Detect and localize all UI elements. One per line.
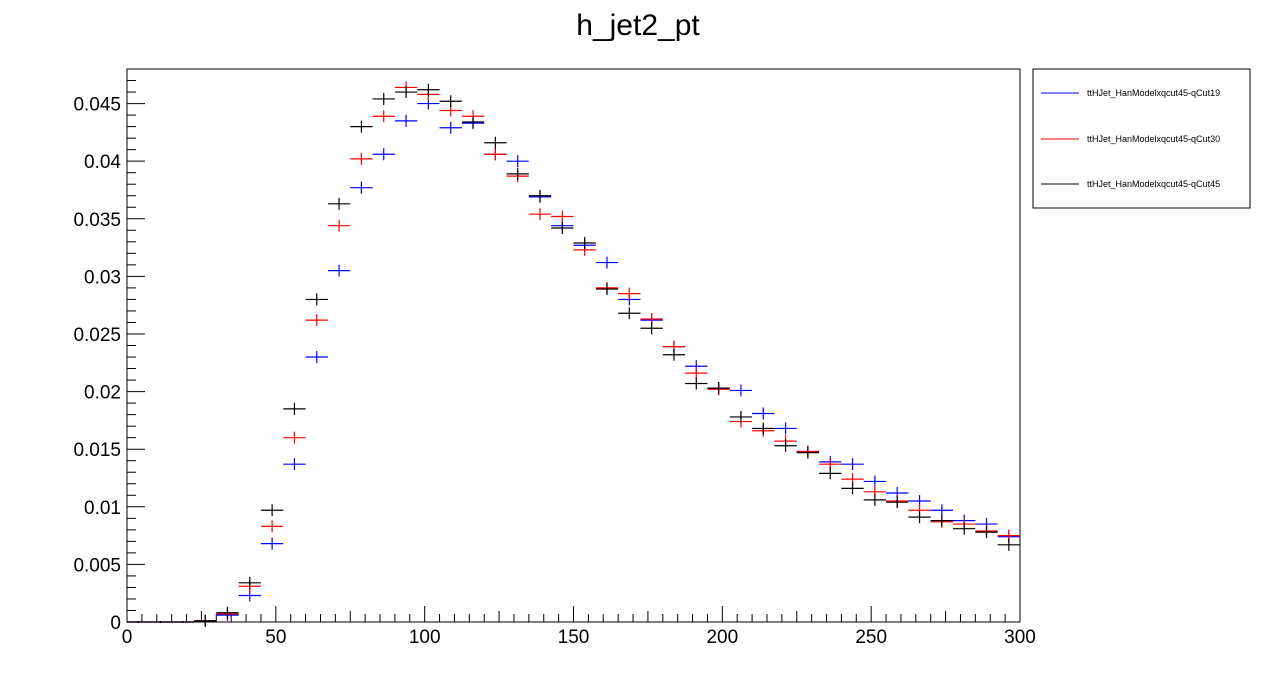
series-2 <box>127 83 1020 627</box>
data-point <box>953 522 976 535</box>
data-point <box>841 482 864 495</box>
data-point <box>528 208 552 221</box>
legend-label-1: ttHJet_HanModelxqcut45-qCut30 <box>1087 134 1220 144</box>
data-point <box>595 256 619 269</box>
data-point <box>260 537 284 550</box>
data-point <box>350 181 373 194</box>
data-point <box>417 83 440 96</box>
data-point <box>618 287 641 300</box>
data-point <box>350 152 373 165</box>
data-point <box>997 538 1020 551</box>
data-point <box>506 167 529 180</box>
legend-label-0: ttHJet_HanModelxqcut45-qCut19 <box>1087 88 1220 98</box>
data-point <box>662 348 686 361</box>
data-point <box>171 621 194 623</box>
plot-frame <box>126 68 1021 623</box>
data-point <box>283 431 306 444</box>
data-point <box>394 86 418 99</box>
data-point <box>886 496 909 509</box>
x-tick-label: 150 <box>558 627 590 648</box>
data-point <box>484 136 507 149</box>
data-point <box>729 410 753 423</box>
data-point <box>394 114 418 127</box>
data-point <box>305 314 328 327</box>
data-point <box>528 189 552 202</box>
data-point <box>149 621 172 623</box>
y-tick-label: 0.015 <box>73 440 121 461</box>
y-tick-label: 0.005 <box>73 555 121 576</box>
x-tick-label: 300 <box>1004 627 1036 648</box>
data-point <box>372 148 395 161</box>
legend-label-2: ttHJet_HanModelxqcut45-qCut45 <box>1087 179 1220 189</box>
data-point <box>260 504 284 517</box>
data-point <box>260 520 284 533</box>
chart-title: h_jet2_pt <box>576 9 700 42</box>
data-point <box>796 446 820 459</box>
data-point <box>774 439 797 452</box>
y-axis: 0 0.005 0.01 0.015 0.02 0.025 0.03 0.035 0.04 0.0… <box>73 68 145 634</box>
y-tick-label: 0.045 <box>73 95 121 116</box>
data-point <box>930 504 954 517</box>
data-point <box>439 95 462 108</box>
data-point <box>729 384 753 397</box>
data-point <box>908 511 931 524</box>
data-point <box>685 377 708 390</box>
data-point <box>506 155 529 168</box>
data-point <box>350 120 373 133</box>
data-point <box>283 402 306 415</box>
data-point <box>327 264 351 277</box>
data-point <box>305 293 328 306</box>
y-tick-label: 0.035 <box>73 210 121 231</box>
data-point <box>863 493 887 506</box>
series-1 <box>127 81 1020 627</box>
data-point <box>238 576 261 589</box>
data-point <box>372 110 395 123</box>
data-point <box>484 148 507 161</box>
y-tick-label: 0.01 <box>84 498 121 519</box>
data-point <box>127 621 150 623</box>
y-tick-label: 0.025 <box>73 325 121 346</box>
data-point <box>461 115 485 128</box>
x-tick-label: 0 <box>122 627 133 648</box>
data-point <box>216 606 239 619</box>
x-axis: 0 50 100 150 200 250 300 <box>122 606 1036 648</box>
y-tick-label: 0.02 <box>84 383 121 404</box>
data-point <box>975 526 998 539</box>
x-tick-label: 50 <box>265 627 286 648</box>
series-0 <box>127 97 1020 627</box>
data-point <box>640 322 663 335</box>
legend: ttHJet_HanModelxqcut45-qCut19 ttHJet_Han… <box>1032 68 1251 209</box>
data-point <box>819 467 842 480</box>
data-point <box>551 210 574 223</box>
x-tick-label: 250 <box>855 627 887 648</box>
data-point <box>752 407 775 420</box>
data-point <box>283 458 306 471</box>
y-tick-label: 0.03 <box>84 267 121 288</box>
data-point <box>774 422 797 435</box>
data-point <box>863 475 887 488</box>
y-tick-label: 0.04 <box>84 152 121 173</box>
data-point <box>327 197 351 210</box>
data-point <box>595 283 619 296</box>
data-series <box>127 81 1020 627</box>
data-point <box>618 307 641 320</box>
data-point <box>573 236 596 249</box>
x-tick-label: 100 <box>409 627 441 648</box>
data-point <box>439 121 462 134</box>
data-point <box>685 367 708 380</box>
data-point <box>551 221 574 234</box>
data-point <box>841 458 864 471</box>
data-point <box>930 514 954 527</box>
y-tick-label: 0 <box>110 613 121 634</box>
data-point <box>305 351 328 364</box>
x-tick-label: 200 <box>706 627 738 648</box>
data-point <box>372 92 395 105</box>
data-point <box>707 382 730 395</box>
data-point <box>193 614 217 627</box>
data-point <box>327 219 351 232</box>
data-point <box>752 422 775 435</box>
